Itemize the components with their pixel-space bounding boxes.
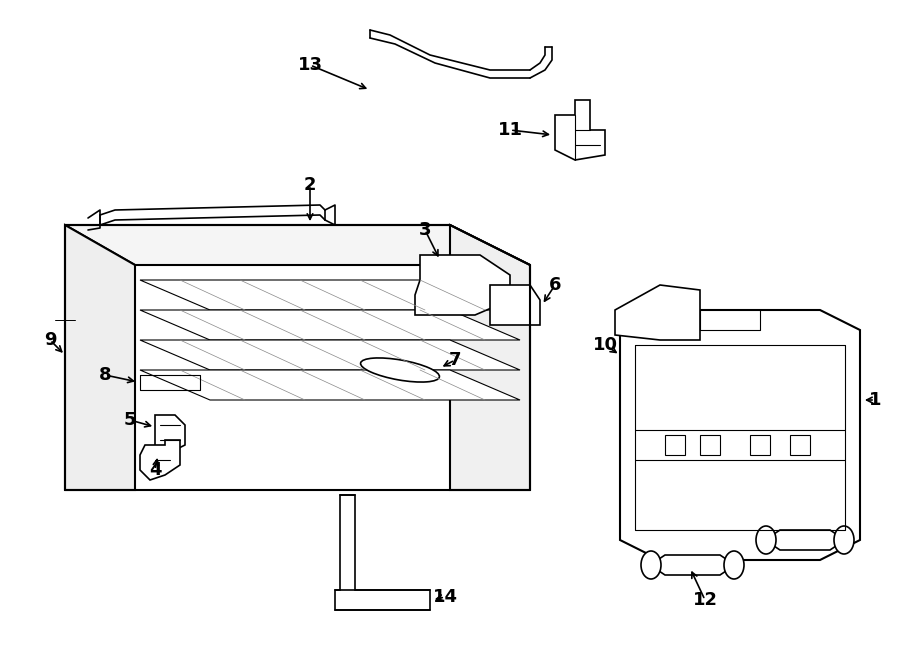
Polygon shape [450,225,530,490]
Polygon shape [650,555,735,575]
Polygon shape [335,495,430,610]
Polygon shape [140,440,180,480]
Text: 3: 3 [418,221,431,239]
Polygon shape [555,100,605,160]
Text: 5: 5 [124,411,136,429]
Text: 13: 13 [298,56,322,74]
Polygon shape [490,285,540,325]
Text: 9: 9 [44,331,56,349]
Polygon shape [790,435,810,455]
Text: 7: 7 [449,351,461,369]
Ellipse shape [641,551,661,579]
Polygon shape [140,280,520,310]
Text: 14: 14 [433,588,457,606]
Polygon shape [615,285,700,340]
Polygon shape [700,435,720,455]
Text: 1: 1 [868,391,881,409]
Polygon shape [665,435,685,455]
Polygon shape [765,530,845,550]
Polygon shape [750,435,770,455]
Text: 4: 4 [148,461,161,479]
Polygon shape [140,310,520,340]
Text: 12: 12 [692,591,717,609]
Polygon shape [155,415,185,455]
Ellipse shape [834,526,854,554]
Text: 8: 8 [99,366,112,384]
Ellipse shape [361,358,439,382]
Text: 2: 2 [304,176,316,194]
Text: 6: 6 [549,276,562,294]
Polygon shape [140,340,520,370]
Polygon shape [65,225,135,490]
Polygon shape [140,370,520,400]
Ellipse shape [756,526,776,554]
Polygon shape [415,255,510,315]
Text: 10: 10 [592,336,617,354]
Polygon shape [620,310,860,560]
Text: 11: 11 [498,121,523,139]
Ellipse shape [724,551,744,579]
Polygon shape [65,225,530,265]
